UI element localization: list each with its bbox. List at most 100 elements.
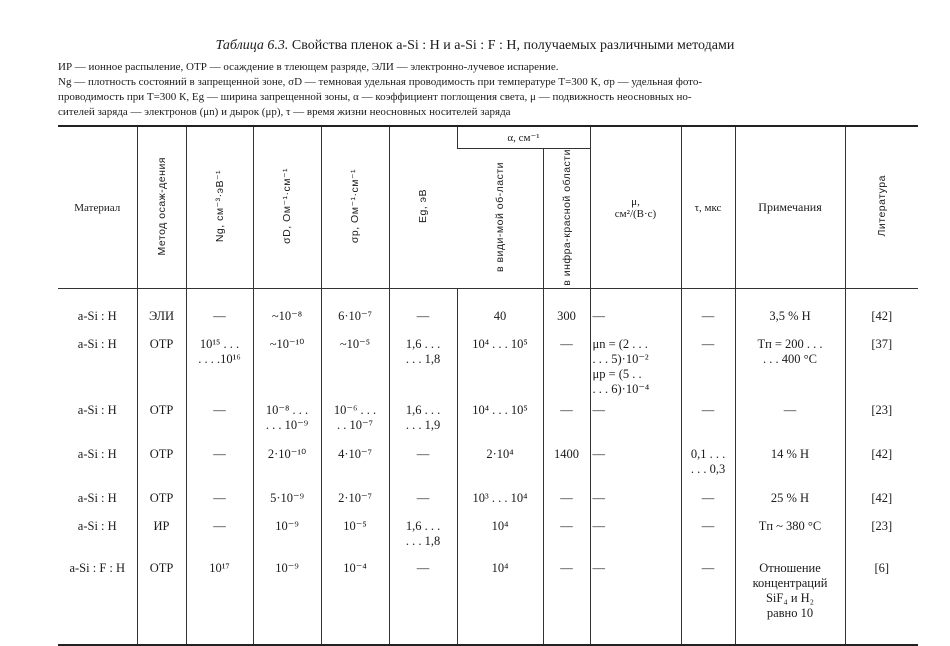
cell-alpha-ir: — bbox=[542, 336, 590, 403]
cell-tau: — bbox=[680, 336, 735, 403]
cell-method: ЭЛИ bbox=[136, 288, 186, 337]
cell-sigma-p: 10⁻⁵ bbox=[320, 518, 389, 561]
cell-ng: — bbox=[185, 288, 253, 337]
header-eg-label: Eg, эВ bbox=[417, 189, 429, 224]
cell-method: ОТР bbox=[136, 446, 186, 491]
cell-mu: — bbox=[589, 288, 681, 337]
header-alpha-ir-label: в инфра-красной области bbox=[560, 148, 573, 286]
cell-eg: — bbox=[388, 490, 457, 519]
note-line: проводимость при T=300 К, Eg — ширина за… bbox=[58, 91, 692, 103]
cell-material: a-Si : H bbox=[77, 336, 117, 351]
header-alpha-visible: в види-мой об-ласти bbox=[457, 147, 543, 290]
cell-sigma-p: 10⁻⁶ . . . . . 10⁻⁷ bbox=[320, 402, 389, 447]
cell-alpha-ir: — bbox=[542, 560, 590, 645]
cell-notes: Tп = 200 . . . . . . 400 °C bbox=[734, 336, 845, 403]
cell-material: a-Si : H bbox=[77, 402, 117, 417]
cell-ng: — bbox=[185, 490, 253, 519]
cell-sigma-p: ~10⁻⁵ bbox=[320, 336, 389, 403]
table-notes: ИР — ионное распыление, ОТР — осаждение … bbox=[58, 60, 920, 120]
table-number: Таблица 6.3. bbox=[215, 38, 289, 53]
cell-method: ОТР bbox=[136, 402, 186, 447]
cell-mu: — bbox=[589, 490, 681, 519]
cell-alpha-ir: 300 bbox=[542, 288, 590, 337]
header-material: Материал bbox=[58, 126, 137, 290]
cell-notes: 14 % H bbox=[734, 446, 845, 491]
cell-ref: [37] bbox=[844, 336, 918, 403]
header-alpha-visible-label: в види-мой об-ласти bbox=[493, 161, 506, 272]
table-row: a-Si : H ЭЛИ — ~10⁻⁸ 6·10⁻⁷ —40 300— —3,5 % H [4… bbox=[58, 288, 918, 337]
header-sigma-d: σD, Ом⁻¹·см⁻¹ bbox=[252, 126, 321, 290]
cell-eg: — bbox=[388, 288, 457, 337]
cell-method: ИР bbox=[136, 518, 186, 561]
table-caption: Таблица 6.3. Свойства пленок a-Si : H и … bbox=[0, 38, 950, 54]
cell-ref: [23] bbox=[844, 402, 918, 447]
cell-alpha-visible: 10⁴ . . . 10⁵ bbox=[456, 336, 543, 403]
cell-sigma-d: 5·10⁻⁹ bbox=[252, 490, 321, 519]
header-sigma-p-label: σp, Ом⁻¹·см⁻¹ bbox=[349, 169, 361, 244]
header-alpha-ir: в инфра-красной области bbox=[542, 147, 590, 290]
header-tau: τ, мкс bbox=[680, 126, 735, 290]
note-line: ИР — ионное распыление, ОТР — осаждение … bbox=[58, 61, 559, 73]
cell-ng: 10¹⁷ bbox=[185, 560, 253, 645]
header-sigma-d-label: σD, Ом⁻¹·см⁻¹ bbox=[281, 168, 293, 245]
header-ng-label: Ng, см⁻³·эВ⁻¹ bbox=[213, 170, 226, 243]
cell-mu: — bbox=[589, 518, 681, 561]
cell-sigma-d: 2·10⁻¹⁰ bbox=[252, 446, 321, 491]
properties-table: Материал Метод осаж-дения Ng, см⁻³·эВ⁻¹ … bbox=[58, 125, 918, 646]
cell-material: a-Si : H bbox=[77, 518, 117, 533]
cell-ref: [6] bbox=[844, 560, 918, 645]
cell-alpha-ir: 1400 bbox=[542, 446, 590, 491]
cell-sigma-d: ~10⁻¹⁰ bbox=[252, 336, 321, 403]
cell-method: ОТР bbox=[136, 336, 186, 403]
table-row: a-Si : H ОТР —10⁻⁸ . . . . . . 10⁻⁹ 10⁻⁶ . … bbox=[58, 402, 918, 447]
header-ref: Литература bbox=[844, 126, 918, 290]
cell-sigma-p: 4·10⁻⁷ bbox=[320, 446, 389, 491]
cell-tau: — bbox=[680, 560, 735, 645]
header-eg: Eg, эВ bbox=[388, 126, 457, 290]
cell-ng: — bbox=[185, 402, 253, 447]
cell-alpha-ir: — bbox=[542, 402, 590, 447]
cell-eg: 1,6 . . . . . . 1,8 bbox=[388, 518, 457, 561]
table-row: a-Si : H ОТР 10¹⁵ . . . . . . .10¹⁶ ~10⁻¹⁰ ~… bbox=[58, 336, 918, 403]
header-method-label: Метод осаж-дения bbox=[155, 156, 168, 256]
cell-material: a-Si : F : H bbox=[69, 560, 126, 575]
cell-material: a-Si : H bbox=[77, 309, 117, 324]
cell-eg: 1,6 . . . . . . 1,9 bbox=[388, 402, 457, 447]
cell-ref: [42] bbox=[844, 288, 918, 337]
cell-tau: — bbox=[680, 288, 735, 337]
cell-eg: 1,6 . . . . . . 1,8 bbox=[388, 336, 457, 403]
header-sigma-p: σp, Ом⁻¹·см⁻¹ bbox=[320, 126, 389, 290]
note-line: сителей заряда — электронов (μn) и дырок… bbox=[58, 106, 511, 118]
cell-sigma-p: 6·10⁻⁷ bbox=[320, 288, 389, 337]
cell-material: a-Si : H bbox=[77, 446, 117, 461]
table-row: a-Si : H ИР —10⁻⁹ 10⁻⁵ 1,6 . . . . . . 1,8 10… bbox=[58, 518, 918, 561]
cell-notes: Tп ~ 380 °C bbox=[734, 518, 845, 561]
cell-alpha-visible: 10³ . . . 10⁴ bbox=[456, 490, 543, 519]
table-row: a-Si : H ОТР —2·10⁻¹⁰ 4·10⁻⁷ —2·10⁴ 1400—0,1 … bbox=[58, 446, 918, 491]
header-ref-label: Литература bbox=[875, 175, 888, 237]
cell-method: ОТР bbox=[136, 560, 186, 645]
cell-tau: — bbox=[680, 402, 735, 447]
cell-alpha-visible: 10⁴ bbox=[456, 560, 543, 645]
cell-ref: [42] bbox=[844, 490, 918, 519]
cell-mu: μn = (2 . . . . . . 5)·10⁻² μp = (5 . . … bbox=[589, 336, 681, 403]
header-alpha: α, см⁻¹ bbox=[456, 126, 590, 149]
cell-mu: — bbox=[589, 446, 681, 491]
cell-tau: — bbox=[680, 490, 735, 519]
cell-mu: — bbox=[589, 402, 681, 447]
cell-eg: — bbox=[388, 560, 457, 645]
note-line: Ng — плотность состояний в запрещенной з… bbox=[58, 76, 703, 88]
cell-ref: [23] bbox=[844, 518, 918, 561]
cell-notes: — bbox=[734, 402, 845, 447]
cell-eg: — bbox=[388, 446, 457, 491]
cell-alpha-ir: — bbox=[542, 490, 590, 519]
cell-alpha-visible: 40 bbox=[456, 288, 543, 337]
cell-sigma-p: 10⁻⁴ bbox=[320, 560, 389, 645]
cell-alpha-visible: 10⁴ . . . 10⁵ bbox=[456, 402, 543, 447]
cell-alpha-visible: 10⁴ bbox=[456, 518, 543, 561]
cell-alpha-ir: — bbox=[542, 518, 590, 561]
cell-sigma-d: 10⁻⁹ bbox=[252, 560, 321, 645]
cell-notes: 3,5 % H bbox=[734, 288, 845, 337]
header-method: Метод осаж-дения bbox=[136, 126, 186, 290]
table-row: a-Si : F : H ОТР 10¹⁷ 10⁻⁹ 10⁻⁴ —10⁴ — — — Отноше… bbox=[58, 560, 918, 645]
